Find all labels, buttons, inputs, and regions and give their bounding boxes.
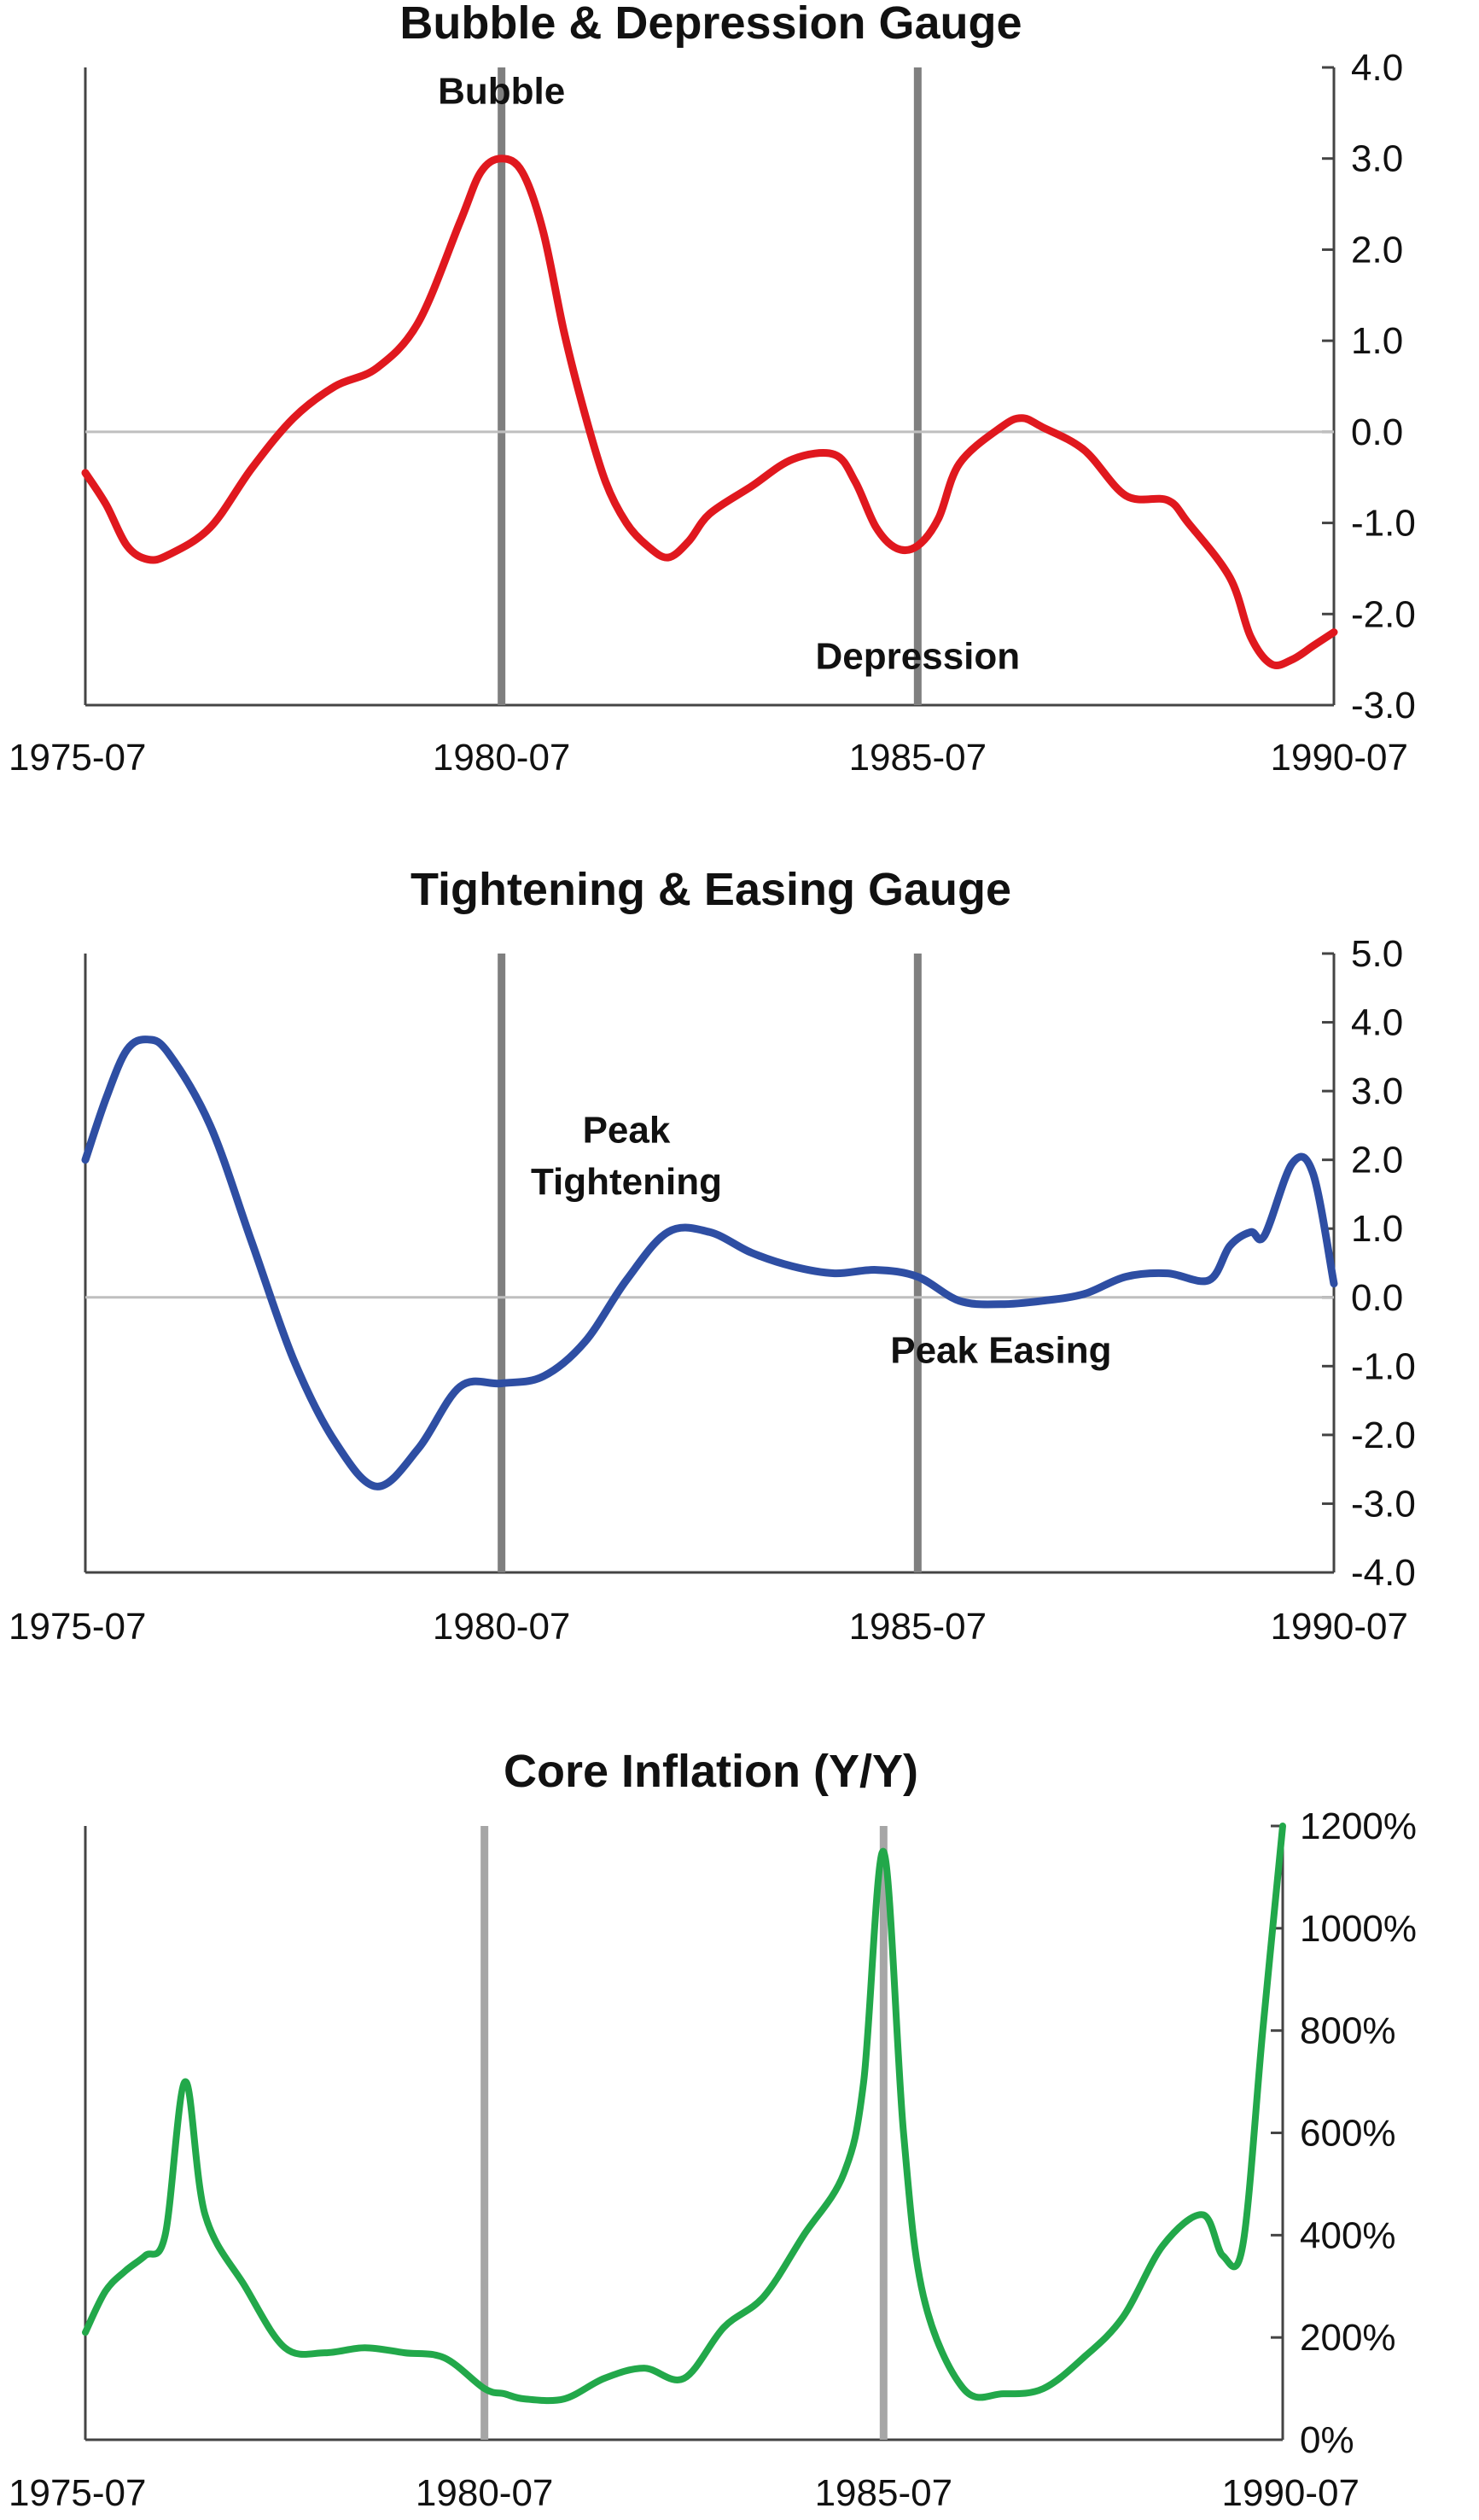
- bubble-depression-chart: Bubble & Depression Gauge 4.0 3.0 2.0 1.0 0.…: [9, 0, 1416, 779]
- y-tick-label: 1.0: [1351, 1208, 1403, 1250]
- annotation-label: Peak Easing: [890, 1329, 1111, 1371]
- annotations: Bubble Depression: [438, 71, 1020, 678]
- annotation-label: Peak: [583, 1110, 671, 1152]
- y-tick-label: 5.0: [1351, 933, 1403, 975]
- vertical-markers: [498, 67, 922, 705]
- x-tick-labels: 1975-07 1980-07 1985-07 1990-07: [9, 2472, 1360, 2514]
- y-tick-label: -1.0: [1351, 503, 1416, 545]
- x-tick-label: 1975-07: [9, 1606, 146, 1648]
- y-tick-label: -2.0: [1351, 593, 1416, 635]
- y-tick-label: 400%: [1300, 2214, 1396, 2256]
- y-tick-label: 1200%: [1300, 1805, 1417, 1847]
- y-tick-label: 800%: [1300, 2010, 1396, 2052]
- y-tick-labels: 5.0 4.0 3.0 2.0 1.0 0.0 -1.0 -2.0 -3.0 -4.0: [1322, 933, 1416, 1594]
- y-tick-label: 0.0: [1351, 411, 1403, 453]
- x-tick-label: 1975-07: [9, 2472, 146, 2514]
- x-tick-label: 1990-07: [1271, 1606, 1408, 1648]
- series-line: [81, 155, 1338, 669]
- tightening-easing-chart: Tightening & Easing Gauge 5.0 4.0 3.0 2.0 1.…: [9, 864, 1416, 1648]
- y-tick-label: 0%: [1300, 2419, 1354, 2461]
- chart-title: Tightening & Easing Gauge: [411, 864, 1011, 915]
- series-line: [82, 1823, 1286, 2405]
- x-tick-label: 1985-07: [815, 2472, 952, 2514]
- core-inflation-chart: Core Inflation (Y/Y) 1200% 1000% 800% 600% 4…: [9, 1746, 1417, 2514]
- annotation-label: Bubble: [438, 71, 565, 113]
- vertical-markers: [480, 1826, 888, 2440]
- y-tick-label: 1000%: [1300, 1908, 1417, 1950]
- annotation-label: Depression: [816, 635, 1021, 677]
- y-tick-label: 600%: [1300, 2113, 1396, 2155]
- vertical-markers: [498, 954, 922, 1572]
- y-tick-labels: 1200% 1000% 800% 600% 400% 200% 0%: [1271, 1805, 1417, 2461]
- x-tick-labels: 1975-07 1980-07 1985-07 1990-07: [9, 737, 1408, 779]
- series-line: [81, 1035, 1338, 1490]
- y-tick-label: 0.0: [1351, 1277, 1403, 1319]
- x-tick-label: 1990-07: [1271, 737, 1408, 779]
- y-tick-label: -3.0: [1351, 1483, 1416, 1525]
- y-tick-label: 2.0: [1351, 1140, 1403, 1181]
- x-tick-label: 1990-07: [1222, 2472, 1360, 2514]
- y-tick-label: -1.0: [1351, 1345, 1416, 1387]
- y-tick-label: 1.0: [1351, 320, 1403, 362]
- annotations: Peak Tightening Peak Easing: [531, 1110, 1112, 1372]
- x-tick-label: 1980-07: [433, 737, 570, 779]
- y-tick-label: 3.0: [1351, 1070, 1403, 1112]
- chart-title: Core Inflation (Y/Y): [504, 1746, 918, 1797]
- y-tick-label: -4.0: [1351, 1552, 1416, 1594]
- x-tick-labels: 1975-07 1980-07 1985-07 1990-07: [9, 1606, 1408, 1648]
- y-tick-label: -2.0: [1351, 1415, 1416, 1456]
- x-tick-label: 1980-07: [416, 2472, 553, 2514]
- y-tick-label: -3.0: [1351, 685, 1416, 726]
- x-tick-label: 1980-07: [433, 1606, 570, 1648]
- y-tick-label: 2.0: [1351, 229, 1403, 271]
- y-tick-labels: 4.0 3.0 2.0 1.0 0.0 -1.0 -2.0 -3.0: [1322, 47, 1416, 726]
- x-tick-label: 1985-07: [849, 1606, 987, 1648]
- x-tick-label: 1975-07: [9, 737, 146, 779]
- y-tick-label: 4.0: [1351, 1002, 1403, 1044]
- annotation-label: Tightening: [531, 1161, 722, 1203]
- x-tick-label: 1985-07: [849, 737, 987, 779]
- y-tick-label: 3.0: [1351, 138, 1403, 180]
- y-tick-label: 200%: [1300, 2317, 1396, 2359]
- chart-title: Bubble & Depression Gauge: [399, 0, 1022, 49]
- y-tick-label: 4.0: [1351, 47, 1403, 89]
